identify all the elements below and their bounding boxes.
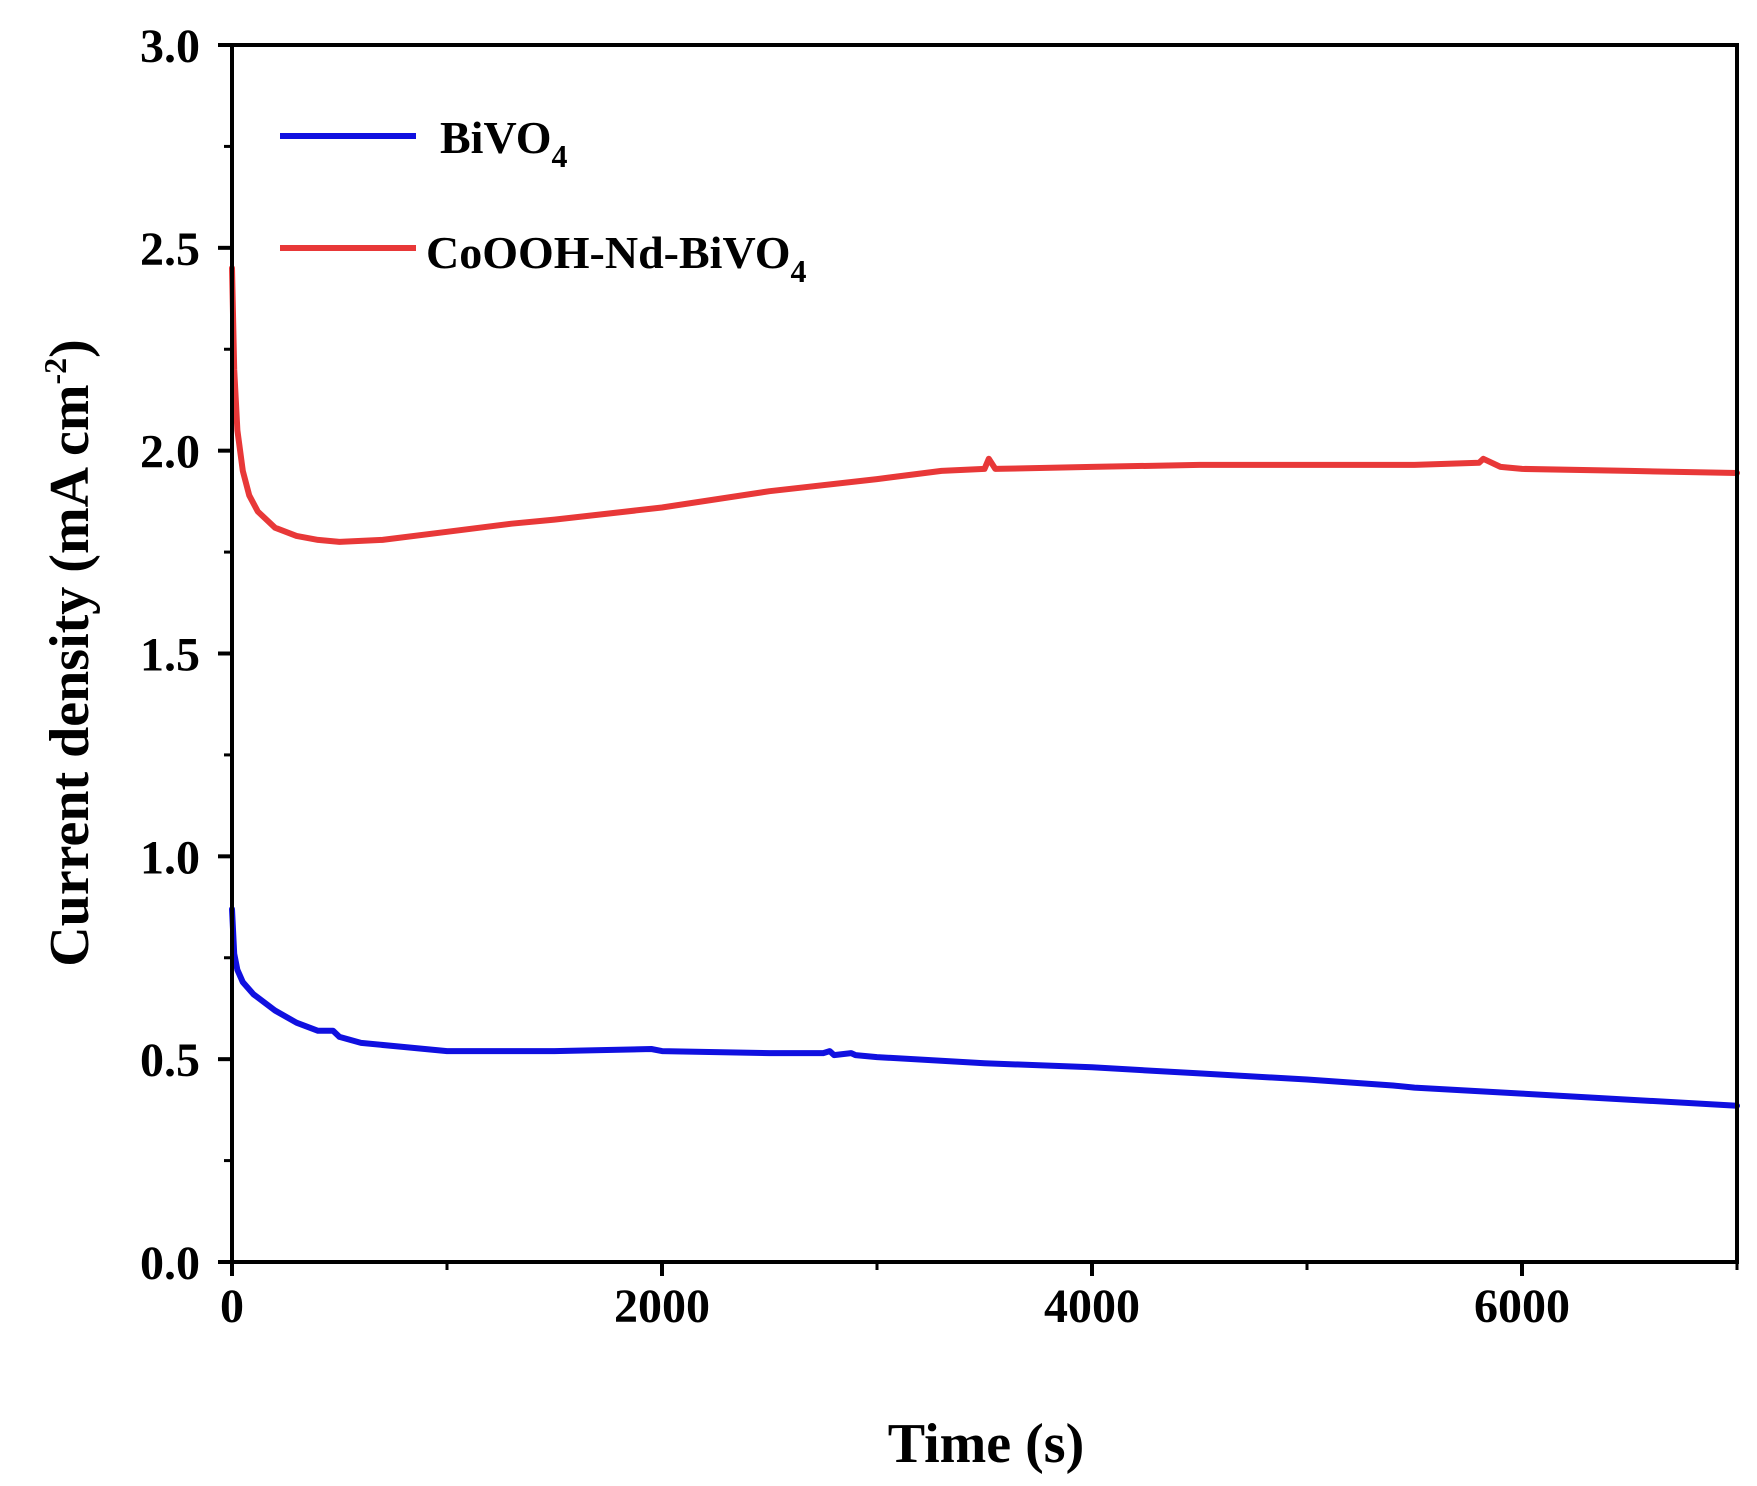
legend-label-cooohndbivo4: CoOOH-Nd-BiVO4 (426, 227, 807, 289)
y-tick-label: 0.5 (140, 1034, 200, 1087)
plot-lines (229, 265, 1740, 1109)
axis-ticks (218, 43, 1739, 1276)
y-tick-label: 0.0 (140, 1237, 200, 1290)
y-axis-title-sup: -2 (37, 358, 73, 385)
series-line-0 (229, 906, 1740, 1109)
legend: BiVO4 CoOOH-Nd-BiVO4 (280, 112, 807, 289)
x-tick-label: 6000 (1474, 1280, 1570, 1333)
y-axis-title-main: Current density (mA cm (39, 385, 101, 967)
y-axis-title: Current density (mA cm-2) (37, 339, 101, 967)
y-tick-label: 2.0 (140, 426, 200, 479)
x-axis-title: Time (s) (888, 1413, 1085, 1475)
y-tick-label: 3.0 (140, 20, 200, 73)
x-tick-label: 4000 (1044, 1280, 1140, 1333)
x-tick-label: 2000 (614, 1280, 710, 1333)
axis-tick-labels: 0 2000 4000 6000 0.0 0.5 1.0 1.5 2.0 2.5 3.0 (140, 20, 1570, 1333)
series-line-1 (229, 265, 1740, 545)
y-tick-label: 1.5 (140, 629, 200, 682)
y-tick-label: 1.0 (140, 831, 200, 884)
legend-label-bivo4: BiVO4 (440, 112, 568, 174)
y-tick-label: 2.5 (140, 223, 200, 276)
y-axis-title-suffix: ) (39, 339, 101, 358)
x-tick-label: 0 (220, 1280, 244, 1333)
